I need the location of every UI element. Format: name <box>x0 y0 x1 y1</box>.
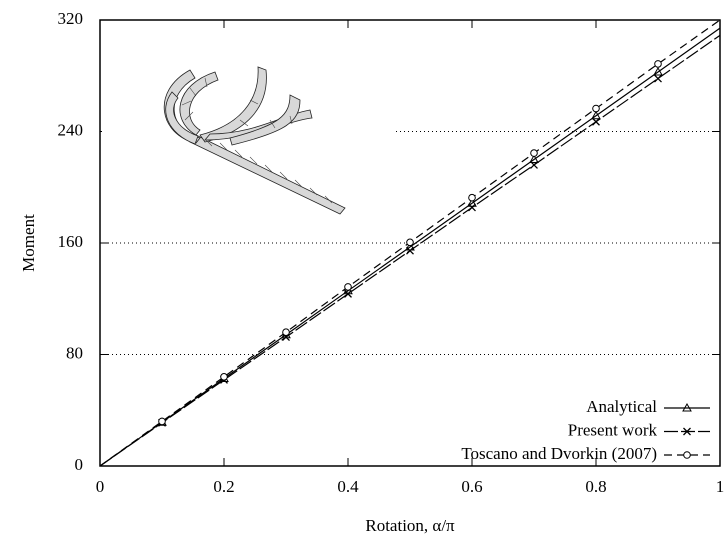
marker <box>593 118 600 125</box>
marker <box>407 247 414 254</box>
marker <box>469 204 476 211</box>
marker <box>655 75 662 82</box>
marker <box>593 105 600 112</box>
marker <box>345 284 352 291</box>
marker <box>159 418 166 425</box>
x-axis-label: Rotation, α/π <box>365 516 455 535</box>
marker <box>469 194 476 201</box>
y-tick-label: 240 <box>58 120 84 139</box>
x-tick-label: 0.8 <box>585 477 606 496</box>
y-tick-label: 320 <box>58 9 84 28</box>
x-tick-label: 0 <box>96 477 105 496</box>
x-tick-label: 0.6 <box>461 477 482 496</box>
y-tick-label: 80 <box>66 343 83 362</box>
x-tick-label: 0.4 <box>337 477 359 496</box>
page: 0 80 160 240 320 0 0.2 0.4 0.6 0.8 1 Analytical Pre… <box>0 0 724 548</box>
marker <box>283 329 290 336</box>
marker <box>655 61 662 68</box>
x-tick-label: 1 <box>716 477 724 496</box>
x-tick-label: 0.2 <box>213 477 234 496</box>
marker <box>531 150 538 157</box>
y-axis-label: Moment <box>19 214 38 272</box>
marker <box>407 239 414 246</box>
legend-label: Analytical <box>586 397 657 416</box>
legend: Analytical Present work Toscano and Dvorki… <box>461 397 710 463</box>
y-tick-label: 0 <box>75 455 84 474</box>
y-tick-label: 160 <box>58 232 84 251</box>
marker <box>221 374 228 381</box>
legend-label: Present work <box>568 420 658 439</box>
legend-label: Toscano and Dvorkin (2007) <box>461 444 657 463</box>
marker <box>684 452 691 459</box>
chart: 0 80 160 240 320 0 0.2 0.4 0.6 0.8 1 Analytical Pre… <box>0 0 724 548</box>
inset-figure <box>102 40 394 230</box>
